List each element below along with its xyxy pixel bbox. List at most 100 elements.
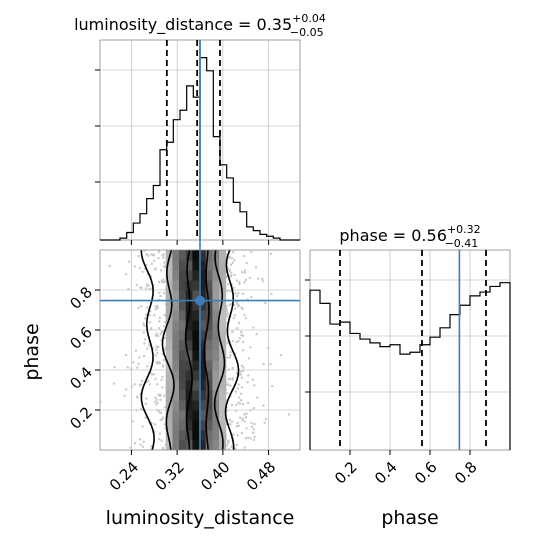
scatter-point: [133, 383, 136, 386]
scatter-point: [158, 437, 161, 441]
density-2d-truth-point: [195, 295, 205, 306]
density-cell: [179, 420, 187, 431]
scatter-point: [123, 394, 126, 397]
scatter-point: [239, 392, 243, 395]
contour-line: [203, 250, 210, 450]
scatter-point: [265, 417, 268, 421]
scatter-point: [142, 331, 145, 334]
scatter-point: [228, 377, 232, 381]
phase-hist-frame: [309, 249, 511, 451]
scatter-point: [242, 254, 246, 258]
scatter-point: [229, 274, 233, 277]
density-cell: [192, 270, 200, 281]
density-cell: [205, 320, 213, 331]
phase-title-sub: −0.41: [445, 237, 479, 250]
scatter-point: [162, 256, 165, 259]
ld-quantile-lines: [165, 40, 221, 240]
scatter-point: [153, 314, 156, 317]
density-cell: [219, 410, 227, 421]
density-cell: [185, 410, 193, 421]
scatter-point: [160, 378, 163, 382]
scatter-point: [229, 384, 232, 388]
density-cell: [212, 400, 220, 411]
scatter-point: [136, 366, 139, 369]
density-cell: [192, 440, 200, 450]
density-cell: [172, 300, 180, 311]
scatter-point: [226, 441, 230, 444]
scatter-point: [144, 402, 147, 406]
density-cell: [165, 260, 173, 271]
density-cell: [179, 430, 187, 441]
scatter-point: [226, 391, 229, 395]
density-cell: [192, 370, 200, 381]
density-2d-panel: 0.24 0.32 0.40 0.48 0.2 0.4 0.6 0.8 luminosity…: [21, 40, 301, 529]
scatter-point: [134, 349, 138, 352]
scatter-point: [239, 399, 243, 402]
scatter-point: [245, 261, 248, 265]
scatter-point: [147, 254, 150, 257]
density-cell: [172, 290, 180, 301]
phase-x-tick-label: 0.2: [331, 458, 361, 488]
scatter-point: [252, 431, 255, 434]
scatter-point: [241, 369, 245, 372]
density-cell: [199, 300, 207, 311]
density-cell: [205, 430, 213, 441]
scatter-point: [246, 381, 249, 384]
scatter-point: [124, 353, 128, 357]
scatter-point: [143, 342, 146, 345]
scatter-point: [263, 421, 266, 424]
scatter-point: [133, 441, 137, 445]
scatter-point: [145, 253, 148, 256]
density-cell: [205, 360, 213, 371]
scatter-point: [237, 340, 240, 343]
scatter-point: [161, 330, 164, 334]
density-cell: [179, 270, 187, 281]
scatter-point: [160, 269, 163, 272]
density-cell: [172, 320, 180, 331]
density-cell: [192, 360, 200, 371]
scatter-point: [153, 422, 157, 426]
density-cell: [199, 330, 207, 341]
density-cell: [172, 340, 180, 351]
scatter-point: [269, 363, 272, 366]
scatter-point: [239, 330, 243, 334]
scatter-point: [135, 283, 138, 287]
scatter-point: [158, 432, 162, 435]
scatter-point: [236, 421, 239, 425]
contour-line: [140, 250, 155, 450]
scatter-point: [243, 446, 247, 449]
density-cell: [199, 370, 207, 381]
scatter-point: [243, 269, 247, 272]
density-cell: [212, 300, 220, 311]
density-cell: [165, 340, 173, 351]
scatter-point: [156, 304, 159, 308]
density-cell: [172, 260, 180, 271]
density-cell: [192, 320, 200, 331]
scatter-point: [238, 416, 242, 419]
scatter-point: [97, 432, 99, 434]
scatter-point: [241, 403, 245, 406]
density-cell: [179, 280, 187, 291]
density-cell: [212, 430, 220, 441]
ld-hist-xticks: [130, 240, 270, 245]
scatter-point: [243, 271, 247, 274]
scatter-point: [254, 266, 258, 269]
density-cell: [179, 260, 187, 271]
scatter-point: [243, 413, 246, 416]
density-cell: [199, 280, 207, 291]
density-cell: [199, 410, 207, 421]
density-cell: [205, 280, 213, 291]
density-cell: [165, 280, 173, 291]
scatter-point: [236, 294, 239, 298]
scatter-point: [158, 316, 162, 320]
scatter-point: [240, 334, 243, 337]
scatter-point: [228, 356, 232, 359]
scatter-point: [160, 279, 163, 282]
scatter-point: [161, 375, 164, 379]
scatter-point: [137, 254, 140, 258]
density-cell: [212, 440, 220, 450]
scatter-point: [144, 313, 148, 316]
scatter-point: [228, 303, 231, 306]
scatter-point: [232, 250, 235, 254]
y-axis-label-phase: phase: [21, 323, 43, 380]
